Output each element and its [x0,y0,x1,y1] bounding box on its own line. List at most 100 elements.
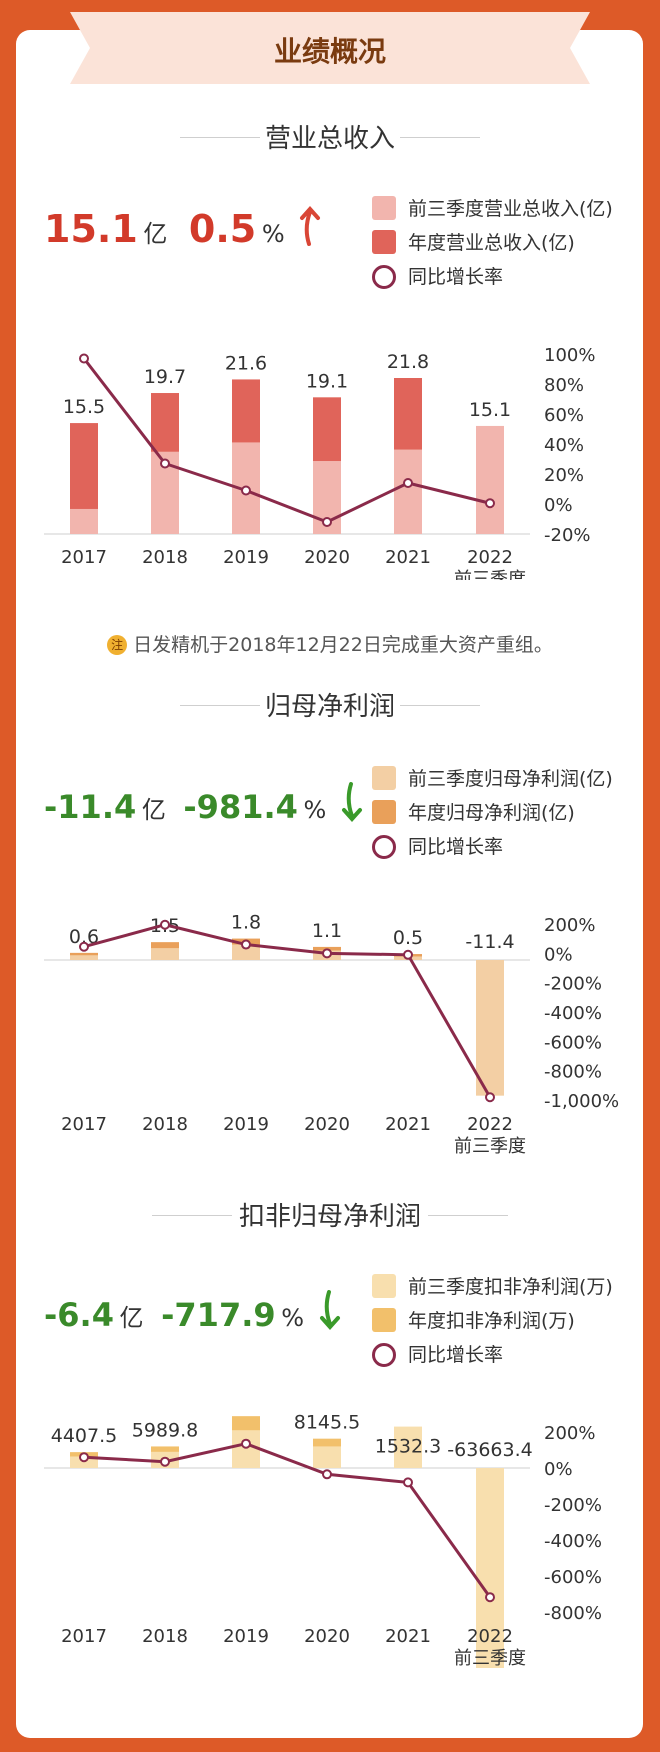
legend-label: 前三季度归母净利润(亿) [408,768,613,790]
legend-swatch [372,196,396,220]
q3-bar [232,1430,260,1468]
y2-tick-label: 80% [544,375,584,396]
headline-change-unit: % [281,1304,305,1332]
legend-label: 年度营业总收入(亿) [408,232,575,254]
category-label: 2017 [61,547,107,568]
headline-change: -981.4 [183,788,298,826]
legend-label: 同比增长率 [408,266,504,288]
y2-tick-label: 0% [544,495,573,516]
data-label: -63663.4 [447,1439,532,1461]
legend-label: 同比增长率 [408,836,504,858]
q3-bar [70,955,98,960]
y2-tick-label: -600% [544,1032,602,1053]
arrow-up-icon [300,205,321,246]
data-label: -11.4 [465,931,514,953]
category-label: 2020 [304,547,350,568]
legend-label: 年度扣非净利润(万) [408,1310,575,1332]
headline-change-unit: % [261,220,285,248]
category-label: 2021 [385,1626,431,1647]
growth-point [241,1438,251,1449]
data-label: 21.6 [225,352,267,374]
section-title-deducted-profit: 扣非归母净利润 [0,1196,660,1233]
data-label: 15.5 [63,396,105,418]
headline-value-unit: 亿 [143,220,168,248]
growth-point [403,1477,413,1488]
section-title-net-profit: 归母净利润 [0,686,660,723]
header-ribbon [70,12,590,84]
growth-point [485,1092,495,1103]
legend-item: 年度扣非净利润(万) [372,1308,613,1342]
legend-item: 同比增长率 [372,264,613,298]
growth-line [83,1442,492,1599]
y2-tick-label: -1,000% [544,1091,619,1112]
q3-bar [394,1426,422,1468]
legend-swatch [372,1274,396,1298]
q3-bar [70,508,98,534]
growth-point [322,517,332,527]
deducted-profit-chart: 200% 0% -200% -400% -600% -800% 4407.5 2017 5989… [44,1412,602,1668]
title-rule [400,136,480,138]
headline-value: 15.1 [44,207,138,251]
headline-value: -6.4 [44,1296,114,1334]
data-label: 19.1 [306,370,348,392]
data-label: 1.8 [231,912,261,934]
section-title-revenue: 营业总收入 [0,118,660,155]
growth-point [403,949,413,960]
title-rule [180,136,260,138]
y2-tick-label: -600% [544,1567,602,1588]
category-label: 2020 [304,1626,350,1647]
headline-value-unit: 亿 [119,1304,144,1332]
legend-deducted-profit: 前三季度扣非净利润(万) 年度扣非净利润(万) 同比增长率 [372,1274,613,1376]
category-label: 2018 [142,1626,188,1647]
growth-point [322,948,332,959]
section-title-text: 扣非归母净利润 [238,1202,421,1232]
legend-revenue: 前三季度营业总收入(亿) 年度营业总收入(亿) 同比增长率 [372,196,613,298]
net-profit-chart: 200% 0% -200% -400% -600% -800% -1,000% 0.6 2017… [44,912,619,1157]
growth-point [241,939,251,950]
q3-bar [476,1468,504,1668]
growth-point [485,1592,495,1603]
footnote: 注日发精机于2018年12月22日完成重大资产重组。 [0,630,660,657]
q3-bar [151,948,179,960]
legend-item: 年度营业总收入(亿) [372,230,613,264]
y2-tick-label: 40% [544,435,584,456]
category-label: 2020 [304,1114,350,1135]
legend-label: 前三季度营业总收入(亿) [408,198,613,220]
category-label: 2019 [223,1114,269,1135]
growth-line [83,923,492,1099]
legend-label: 年度归母净利润(亿) [408,802,575,824]
growth-point [160,458,170,469]
legend-item: 前三季度归母净利润(亿) [372,766,613,800]
page-title: 业绩概况 [273,35,386,68]
data-label: 0.6 [69,926,99,948]
y2-tick-label: 200% [544,1423,595,1444]
y2-tick-label: -800% [544,1062,602,1083]
legend-marker [372,1343,396,1367]
legend-item: 前三季度营业总收入(亿) [372,196,613,230]
y2-tick-label: 200% [544,915,595,936]
legend-item: 同比增长率 [372,834,613,868]
growth-line [82,357,491,524]
legend-swatch [372,766,396,790]
growth-point [79,941,89,952]
headline-deducted-profit: -6.4 亿 -717.9 % [44,1290,342,1334]
title-rule [152,1214,232,1216]
data-label: 5989.8 [132,1419,198,1441]
footnote-text: 日发精机于2018年12月22日完成重大资产重组。 [133,634,553,656]
y2-tick-label: 0% [544,944,573,965]
y2-tick-label: -200% [544,974,602,995]
category-label: 2018 [142,547,188,568]
growth-point [160,919,170,930]
y2-tick-label: -400% [544,1003,602,1024]
data-label: 4407.5 [51,1425,117,1447]
y2-tick-label: -200% [544,1495,602,1516]
growth-point [79,353,89,364]
legend-item: 同比增长率 [372,1342,613,1376]
category-label: 2022 [467,1114,513,1135]
headline-revenue: 15.1 亿 0.5 % [44,205,322,251]
growth-point [403,478,413,488]
category-label: 2021 [385,1114,431,1135]
growth-point [322,1469,332,1480]
legend-marker [372,265,396,289]
data-label: 8145.5 [294,1412,360,1434]
